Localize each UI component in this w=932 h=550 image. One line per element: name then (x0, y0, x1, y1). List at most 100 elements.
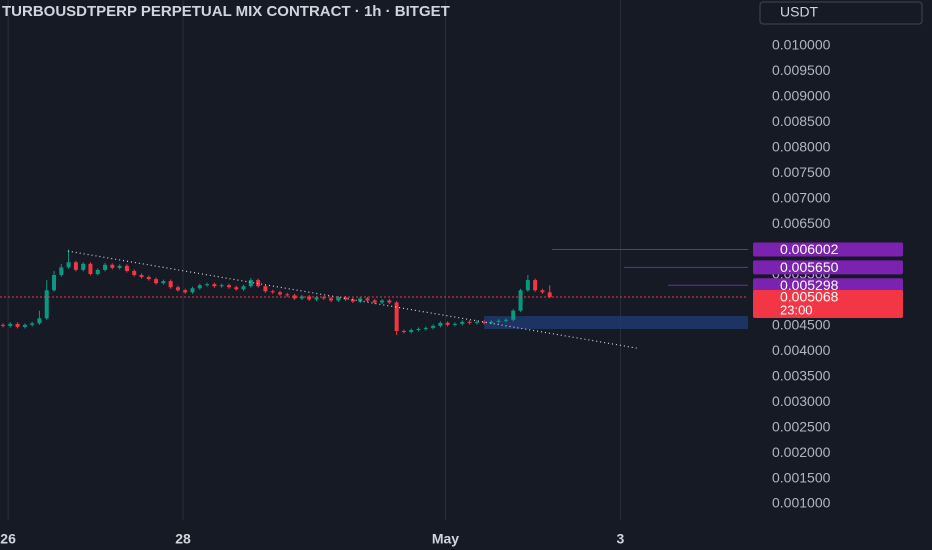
currency-box[interactable] (759, 1, 923, 25)
candle-body (401, 330, 406, 333)
y-tick-label: 0.008000 (772, 138, 831, 154)
y-tick-label: 0.007000 (772, 189, 831, 205)
price-label-box (753, 278, 903, 293)
candle-body (212, 284, 217, 287)
last-price-label: 0.005068 (780, 289, 839, 305)
candle-body (183, 290, 188, 293)
price-axis (748, 0, 932, 550)
candle-body (37, 318, 42, 324)
candle-body (117, 265, 122, 268)
candle-body (66, 262, 71, 268)
candle-body (44, 290, 49, 319)
candle-body (540, 290, 545, 293)
candle-body (314, 297, 319, 300)
candle-body (15, 323, 20, 327)
candle-body (423, 327, 428, 329)
candle-body (52, 275, 57, 291)
candle-body (154, 279, 159, 284)
candle-body (248, 280, 253, 287)
candle-body (460, 321, 465, 324)
candle-body (445, 322, 450, 325)
candle-body (168, 281, 173, 288)
y-tick-label: 0.003000 (772, 393, 831, 409)
candle-body (307, 296, 312, 300)
candle-body (124, 265, 129, 271)
candle-body (110, 264, 115, 268)
candle-body (489, 321, 494, 323)
y-tick-label: 0.001500 (772, 469, 831, 485)
candle-body (394, 302, 399, 331)
x-tick-label: 26 (0, 531, 16, 547)
candle-body (0, 324, 5, 326)
candle-body (270, 291, 275, 293)
zone (484, 316, 748, 330)
candle-body (547, 292, 552, 297)
candle-body (292, 295, 297, 299)
candle-body (518, 290, 523, 311)
y-tick-label: 0.001000 (772, 495, 831, 511)
candle-body (358, 298, 363, 302)
candle-body (190, 288, 195, 293)
candle-body (81, 263, 86, 270)
candle-body (474, 321, 479, 323)
y-tick-label: 0.008500 (772, 113, 831, 129)
candle-body (234, 287, 239, 290)
x-tick-label: 3 (617, 531, 625, 547)
candle-body (365, 298, 370, 301)
candle-body (175, 287, 180, 291)
y-tick-label: 0.003500 (772, 367, 831, 383)
candle-body (416, 328, 421, 330)
price-label-box (753, 260, 903, 275)
candle-body (22, 324, 27, 327)
y-tick-label: 0.009500 (772, 62, 831, 78)
candle-body (8, 323, 13, 326)
candle-body (372, 300, 377, 303)
candle-body (285, 294, 290, 296)
candle-body (452, 323, 457, 325)
candle-body (525, 280, 530, 291)
candle-body (438, 322, 443, 326)
y-tick-label: 0.010000 (772, 37, 831, 53)
candle-body (139, 275, 144, 278)
trendline (67, 250, 639, 349)
candle-body (146, 277, 151, 280)
candle-body (343, 297, 348, 300)
candle-body (132, 270, 137, 276)
candle-body (496, 320, 501, 322)
candle-body (103, 264, 108, 270)
x-tick-label: May (432, 531, 459, 547)
candle-body (59, 267, 64, 276)
price-label: 0.005298 (780, 277, 839, 293)
candle-body (226, 285, 231, 288)
price-label: 0.005650 (780, 259, 839, 275)
y-tick-label: 0.002000 (772, 444, 831, 460)
candle-body (88, 263, 93, 274)
candle-body (511, 310, 516, 320)
y-tick-label: 0.009000 (772, 88, 831, 104)
candle-body (95, 269, 100, 274)
price-label-box (753, 242, 903, 257)
candle-body (263, 286, 268, 292)
countdown: 23:00 (780, 302, 813, 317)
candle-body (350, 299, 355, 302)
candle-body (467, 321, 472, 323)
candle-body (219, 285, 224, 287)
candle-body (205, 284, 210, 286)
candle-body (277, 292, 282, 295)
candle-body (482, 321, 487, 323)
x-tick-label: 28 (175, 531, 191, 547)
candle-body (336, 297, 341, 301)
chart-title: TURBOUSDTPERP PERPETUAL MIX CONTRACT · 1… (2, 3, 450, 20)
candle-body (241, 286, 246, 290)
candle-body (73, 262, 78, 270)
candle-body (329, 298, 334, 301)
candle-body (380, 300, 385, 303)
last-price-box (753, 289, 903, 318)
y-tick-label: 0.002500 (772, 418, 831, 434)
currency[interactable]: USDT (780, 4, 819, 20)
candle-body (387, 300, 392, 303)
y-tick-label: 0.004000 (772, 342, 831, 358)
price-label: 0.006002 (780, 241, 839, 257)
candle-body (197, 285, 202, 289)
